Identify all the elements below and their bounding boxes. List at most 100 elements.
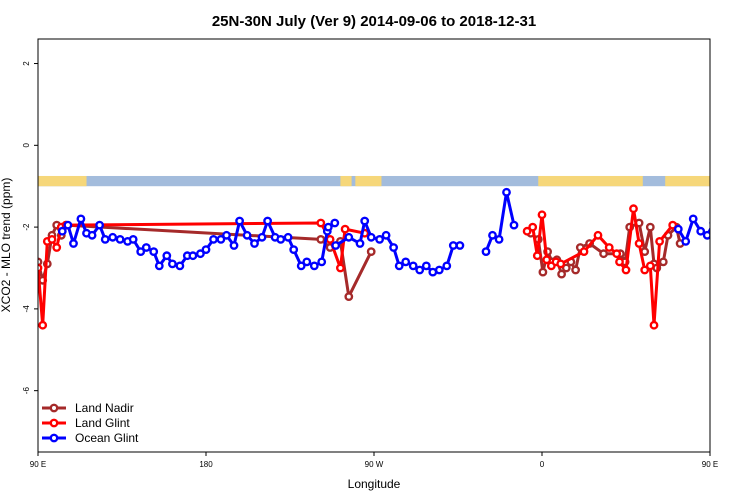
series-1-point-0-3 bbox=[47, 234, 57, 244]
series-2-point-3-1 bbox=[488, 230, 497, 240]
series-2-point-0-38 bbox=[309, 261, 319, 271]
series-2-point-0-6 bbox=[95, 220, 105, 230]
series-2-point-0-27 bbox=[235, 216, 245, 226]
series-1-point-0-8 bbox=[325, 234, 335, 244]
series-0-point-0-10 bbox=[344, 292, 354, 301]
series-2-point-0-17 bbox=[167, 259, 177, 269]
legend-marker-2 bbox=[49, 433, 59, 443]
series-2-point-1-1 bbox=[330, 218, 340, 228]
series-2-point-0-11 bbox=[128, 234, 138, 244]
series-1-point-1-19 bbox=[655, 236, 664, 246]
y-tick-label-2: -2 bbox=[22, 223, 31, 231]
series-2-point-4-10 bbox=[744, 236, 750, 242]
land-segment-4 bbox=[665, 175, 710, 187]
series-1-point-1-8 bbox=[579, 247, 589, 257]
series-2-point-0-34 bbox=[283, 232, 293, 242]
y-tick-label-3: -4 bbox=[22, 305, 31, 313]
y-tick-label-1: 0 bbox=[22, 143, 31, 148]
series-1-point-1-17 bbox=[645, 261, 655, 271]
series-0-point-0-7 bbox=[316, 234, 326, 244]
x-tick-label-4: 90 E bbox=[702, 460, 718, 469]
series-1-point-0-7 bbox=[316, 218, 326, 228]
series-2-point-4-6 bbox=[718, 236, 724, 242]
series-0-point-1-2 bbox=[538, 267, 548, 277]
series-2-point-2-5 bbox=[375, 234, 384, 244]
series-2-point-0-9 bbox=[115, 234, 125, 244]
series-0-point-1-21 bbox=[658, 257, 668, 267]
series-0-point-0-0 bbox=[38, 257, 43, 267]
series-2-point-0-13 bbox=[141, 243, 151, 252]
y-tick-label-0: 2 bbox=[22, 61, 31, 66]
land-segment-0 bbox=[38, 175, 87, 187]
series-0-point-1-18 bbox=[645, 222, 655, 232]
series-2-point-2-1 bbox=[344, 232, 354, 242]
land-segment-1 bbox=[340, 175, 352, 187]
series-2-point-0-14 bbox=[149, 247, 159, 257]
legend-label-0: Land Nadir bbox=[75, 401, 134, 415]
x-tick-label-0: 90 E bbox=[30, 460, 46, 469]
series-2-point-2-17 bbox=[455, 241, 465, 250]
series-2-point-4-7 bbox=[724, 234, 730, 240]
series-2-point-2-4 bbox=[366, 232, 376, 242]
series-1-point-1-9 bbox=[593, 230, 603, 240]
series-2-point-0-25 bbox=[222, 230, 231, 240]
series-2-point-4-1 bbox=[681, 236, 691, 246]
series-2-point-4-4 bbox=[702, 230, 710, 240]
x-tick-label-1: 180 bbox=[199, 460, 213, 469]
series-1-point-0-4 bbox=[52, 243, 62, 252]
legend-marker-0 bbox=[49, 403, 59, 413]
series-2-point-2-7 bbox=[389, 243, 398, 252]
series-0-point-0-11 bbox=[366, 247, 376, 257]
chart-title: 25N-30N July (Ver 9) 2014-09-06 to 2018-… bbox=[212, 13, 536, 30]
series-1-point-1-20 bbox=[668, 220, 678, 230]
x-tick-label-2: 90 W bbox=[365, 460, 384, 469]
series-2-point-0-30 bbox=[257, 232, 267, 242]
series-2 bbox=[57, 187, 750, 277]
series-2-point-0-37 bbox=[302, 257, 312, 267]
series-2-point-0-12 bbox=[136, 247, 146, 257]
series-2-point-0-8 bbox=[108, 232, 118, 242]
legend-marker-1 bbox=[49, 418, 59, 428]
series-2-point-1-0 bbox=[323, 222, 333, 232]
series-0-point-1-6 bbox=[557, 269, 566, 279]
series-2-point-0-24 bbox=[216, 234, 226, 244]
series-2-point-2-0 bbox=[331, 241, 341, 250]
series-1-point-1-1 bbox=[528, 222, 538, 232]
series-2-point-4-0 bbox=[673, 224, 683, 234]
series-2-point-0-16 bbox=[162, 251, 172, 261]
series-2-point-0-35 bbox=[289, 245, 299, 255]
series-1-point-0-10 bbox=[340, 224, 350, 234]
series-2-point-0-0 bbox=[57, 226, 67, 236]
series-1-point-1-13 bbox=[621, 265, 631, 275]
series-1-point-1-12 bbox=[615, 257, 624, 267]
series-1 bbox=[38, 204, 678, 330]
series-2-point-3-2 bbox=[494, 234, 504, 244]
series-2-point-2-6 bbox=[381, 230, 391, 240]
series-2-point-2-2 bbox=[355, 239, 365, 248]
series-0-point-1-12 bbox=[599, 249, 608, 259]
series-2-point-0-3 bbox=[76, 214, 86, 224]
legend-label-2: Ocean Glint bbox=[75, 431, 139, 445]
series-2-point-4-3 bbox=[696, 226, 706, 236]
series-2-point-4-8 bbox=[731, 236, 737, 242]
series-2-point-0-28 bbox=[242, 230, 252, 240]
series-1-point-1-15 bbox=[634, 239, 644, 248]
y-axis-label: XCO2 - MLO trend (ppm) bbox=[0, 178, 13, 313]
series-2-point-3-0 bbox=[481, 247, 491, 257]
x-axis: 90 E 180 90 W 0 90 E bbox=[30, 452, 718, 469]
series-2-point-4-2 bbox=[688, 214, 698, 224]
series-2-point-0-31 bbox=[263, 216, 272, 226]
series-2-point-0-20 bbox=[188, 251, 198, 261]
series-2-point-2-10 bbox=[408, 261, 418, 271]
series-2-point-4-5 bbox=[709, 220, 710, 226]
series-1-point-0-1 bbox=[38, 320, 48, 330]
series-2-point-0-33 bbox=[276, 234, 286, 244]
legend-label-1: Land Glint bbox=[75, 416, 130, 430]
series-2-point-2-9 bbox=[401, 257, 411, 267]
series-2-point-3-3 bbox=[502, 187, 511, 197]
series-2-point-3-4 bbox=[509, 220, 519, 230]
series-0-point-1-9 bbox=[571, 265, 580, 275]
series-2-line-4 bbox=[677, 217, 710, 243]
series-2-point-0-26 bbox=[229, 241, 239, 250]
